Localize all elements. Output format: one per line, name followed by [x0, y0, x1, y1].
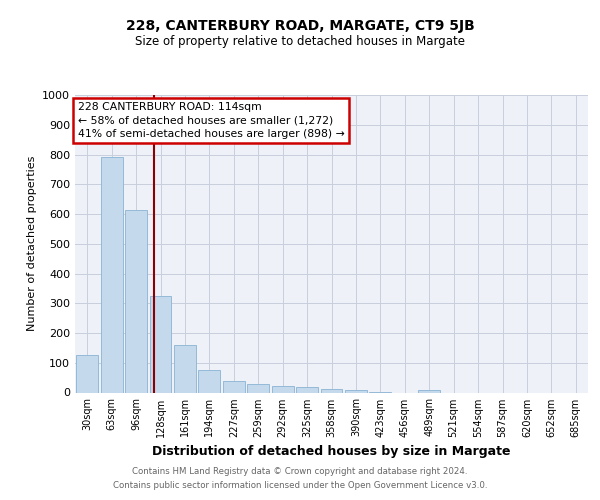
Bar: [345, 390, 367, 392]
Text: Size of property relative to detached houses in Margate: Size of property relative to detached ho…: [135, 35, 465, 48]
Bar: [223, 381, 245, 392]
Bar: [199, 370, 220, 392]
Bar: [149, 296, 172, 392]
Bar: [320, 388, 343, 392]
Bar: [125, 210, 147, 392]
Bar: [418, 390, 440, 392]
Bar: [272, 386, 293, 392]
Bar: [101, 158, 122, 392]
Text: Contains public sector information licensed under the Open Government Licence v3: Contains public sector information licen…: [113, 481, 487, 490]
Bar: [296, 388, 318, 392]
Bar: [76, 356, 98, 393]
Text: Contains HM Land Registry data © Crown copyright and database right 2024.: Contains HM Land Registry data © Crown c…: [132, 467, 468, 476]
X-axis label: Distribution of detached houses by size in Margate: Distribution of detached houses by size …: [152, 445, 511, 458]
Bar: [247, 384, 269, 392]
Bar: [174, 345, 196, 393]
Text: 228 CANTERBURY ROAD: 114sqm
← 58% of detached houses are smaller (1,272)
41% of : 228 CANTERBURY ROAD: 114sqm ← 58% of det…: [77, 102, 344, 139]
Text: 228, CANTERBURY ROAD, MARGATE, CT9 5JB: 228, CANTERBURY ROAD, MARGATE, CT9 5JB: [125, 19, 475, 33]
Y-axis label: Number of detached properties: Number of detached properties: [26, 156, 37, 332]
